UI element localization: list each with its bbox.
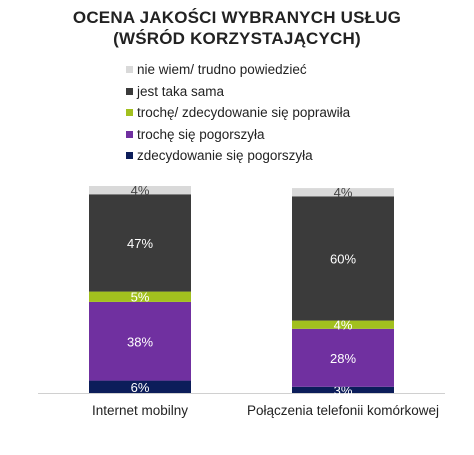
data-label: 38% <box>127 334 153 349</box>
bar-segment <box>292 188 394 197</box>
chart-title-line-2: (WŚRÓD KORZYSTAJĄCYCH) <box>113 29 361 48</box>
bar-segment <box>89 380 191 393</box>
data-label: 6% <box>131 380 150 395</box>
bar-segment <box>89 291 191 302</box>
legend-label: jest taka sama <box>137 83 225 99</box>
data-label: 4% <box>131 183 150 198</box>
data-label: 28% <box>330 351 356 366</box>
legend-swatch <box>126 130 133 138</box>
category-label: Internet mobilny <box>92 403 188 418</box>
data-label: 5% <box>131 290 150 305</box>
bar-segment <box>292 320 394 329</box>
legend-swatch <box>126 87 133 95</box>
category-label: Połączenia telefonii komórkowej <box>247 403 439 418</box>
data-label: 47% <box>127 236 153 251</box>
legend-label: trochę/ zdecydowanie się poprawiła <box>137 105 351 120</box>
data-label: 60% <box>330 251 356 266</box>
legend-label: zdecydowanie się pogorszyła <box>137 148 313 163</box>
bar-segment <box>292 328 394 387</box>
legend-swatch <box>126 109 133 116</box>
bar-segment <box>292 386 394 393</box>
legend-swatch <box>126 66 133 73</box>
legend-label: nie wiem/ trudno powiedzieć <box>137 62 307 77</box>
data-label: 4% <box>334 318 353 333</box>
bar-segment <box>89 186 191 195</box>
legend-swatch <box>126 152 133 159</box>
bar-segment <box>89 194 191 292</box>
chart-title-line-1: OCENA JAKOŚCI WYBRANYCH USŁUG <box>72 8 402 27</box>
legend-label: trochę się pogorszyła <box>137 126 265 142</box>
bar-segment <box>89 301 191 381</box>
bar-segment <box>292 196 394 321</box>
data-label: 4% <box>334 185 353 200</box>
